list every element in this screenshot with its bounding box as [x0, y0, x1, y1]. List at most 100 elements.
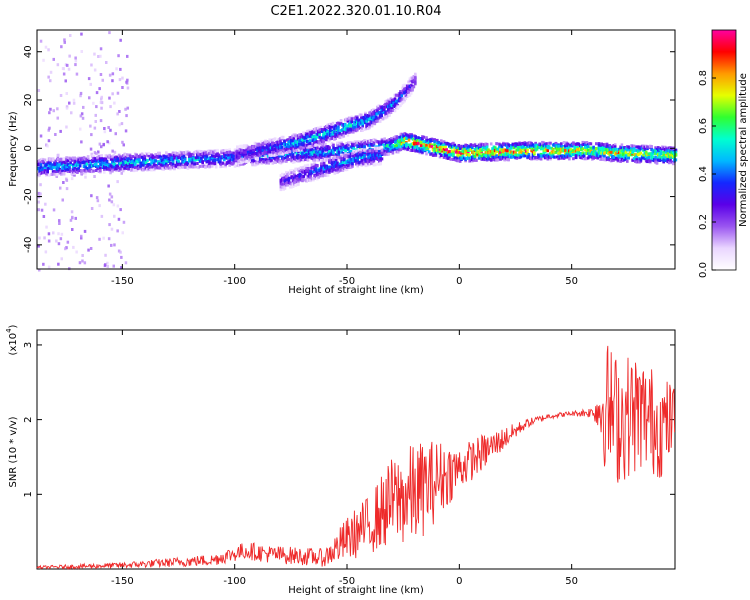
- spectrogram-cell: [224, 165, 227, 169]
- spectrogram-cell: [90, 170, 94, 174]
- spectrogram-cell: [352, 128, 355, 132]
- spectrogram-cell: [308, 132, 312, 136]
- spectrogram-cell: [150, 158, 153, 162]
- spectrogram-cell: [363, 155, 366, 159]
- spectrogram-cell: [347, 154, 350, 158]
- spectrogram-cell: [380, 110, 383, 114]
- spectrogram-cell: [502, 142, 505, 146]
- spectrogram-cell: [223, 149, 226, 153]
- spectrogram-cell: [295, 180, 299, 184]
- spectrogram-cell: [108, 96, 111, 100]
- spectrogram-cell: [305, 153, 308, 157]
- spectrogram-cell: [236, 151, 239, 155]
- spectrogram-cell: [659, 158, 663, 162]
- spectrogram-cell: [159, 155, 163, 159]
- spectrogram-cell: [241, 158, 244, 162]
- spectrogram-cell: [600, 157, 603, 161]
- spectrogram-cell: [671, 162, 675, 166]
- spectrogram-cell: [279, 179, 283, 183]
- spectrogram-cell: [646, 153, 649, 157]
- spectrogram-cell: [124, 153, 128, 157]
- spectrogram-cell: [369, 155, 373, 159]
- spectrogram-cell: [290, 182, 293, 186]
- spectrogram-cell: [83, 229, 87, 233]
- spectrogram-cell: [465, 144, 469, 147]
- spectrogram-cell: [670, 151, 674, 155]
- spectrogram-cell: [429, 139, 432, 143]
- spectrogram-cell: [510, 145, 513, 149]
- spectrogram-cell: [667, 161, 671, 165]
- spectrogram-cell: [298, 148, 301, 152]
- spectrogram-cell: [291, 134, 294, 138]
- spectrogram-cell: [446, 151, 450, 154]
- spectrogram-cell: [433, 153, 436, 157]
- spectrogram-cell: [554, 142, 558, 146]
- spectrogram-cell: [254, 142, 258, 146]
- spectrogram-cell: [95, 105, 98, 109]
- spectrogram-cell: [423, 143, 427, 147]
- spectrogram-cell: [110, 227, 114, 231]
- spectrogram-cell: [488, 151, 492, 155]
- spectrogram-cell: [268, 147, 271, 151]
- spectrogram-cell: [365, 158, 369, 162]
- spectrogram-cell: [303, 136, 306, 140]
- spectrogram-cell: [183, 157, 187, 161]
- spectrogram-cell: [111, 72, 115, 76]
- spectrogram-cell: [288, 142, 292, 146]
- spectrogram-cell: [313, 174, 316, 177]
- spectrogram-cell: [639, 151, 643, 155]
- spectrogram-cell: [111, 165, 114, 169]
- spectrogram-cell: [344, 168, 347, 172]
- spectrogram-cell: [71, 215, 74, 219]
- spectrogram-cell: [434, 153, 438, 157]
- spectrogram-cell: [608, 158, 612, 161]
- spectrogram-cell: [589, 146, 593, 150]
- spectrogram-cell: [372, 151, 376, 155]
- spectrogram-cell: [658, 155, 661, 159]
- spectrogram-cell: [58, 222, 61, 225]
- spectrogram-cell: [232, 151, 235, 155]
- spectrogram-cell: [278, 160, 281, 164]
- spectrogram-cell: [39, 183, 42, 187]
- spectrogram-cell: [344, 165, 347, 169]
- spectrogram-cell: [307, 174, 311, 178]
- spectrogram-cell: [59, 129, 62, 133]
- spectrogram-cell: [592, 156, 595, 160]
- spectrogram-cell: [516, 153, 520, 157]
- spectrogram-cell: [279, 182, 283, 186]
- spectrogram-cell: [508, 148, 512, 152]
- spectrogram-cell: [175, 161, 179, 165]
- spectrogram-cell: [246, 159, 250, 163]
- spectrogram-cell: [341, 154, 345, 158]
- spectrogram-cell: [429, 138, 432, 141]
- spectrogram-cell: [411, 137, 415, 141]
- spectrogram-cell: [183, 151, 187, 155]
- spectrogram-cell: [394, 140, 397, 144]
- spectrogram-cell: [70, 111, 73, 115]
- spectrogram-cell: [134, 165, 137, 169]
- spectrogram-cell: [299, 174, 303, 178]
- spectrogram-cell: [380, 139, 384, 143]
- spectrogram-cell: [445, 148, 448, 152]
- spectrogram-cell: [479, 143, 482, 147]
- spectrogram-cell: [93, 151, 97, 155]
- spectrogram-cell: [454, 146, 458, 150]
- spectrogram-cell: [114, 132, 117, 136]
- spectrogram-cell: [405, 142, 408, 146]
- spectrogram-cell: [380, 109, 383, 113]
- spectrogram-cell: [196, 162, 199, 165]
- spectrogram-cell: [229, 151, 233, 155]
- spectrogram-cell: [342, 123, 346, 126]
- spectrogram-cell: [321, 149, 324, 153]
- spectrogram-cell: [77, 158, 80, 162]
- spectrogram-cell: [109, 128, 112, 132]
- spectrogram-cell: [155, 155, 159, 159]
- spectrogram-cell: [574, 149, 578, 153]
- spectrogram-cell: [318, 157, 322, 161]
- spectrogram-cell: [103, 170, 106, 174]
- spectrogram-cell: [397, 99, 401, 103]
- spectrogram-cell: [294, 157, 297, 161]
- spectrogram-cell: [316, 129, 320, 133]
- spectrogram-cell: [448, 150, 451, 154]
- spectrogram-cell: [55, 239, 58, 243]
